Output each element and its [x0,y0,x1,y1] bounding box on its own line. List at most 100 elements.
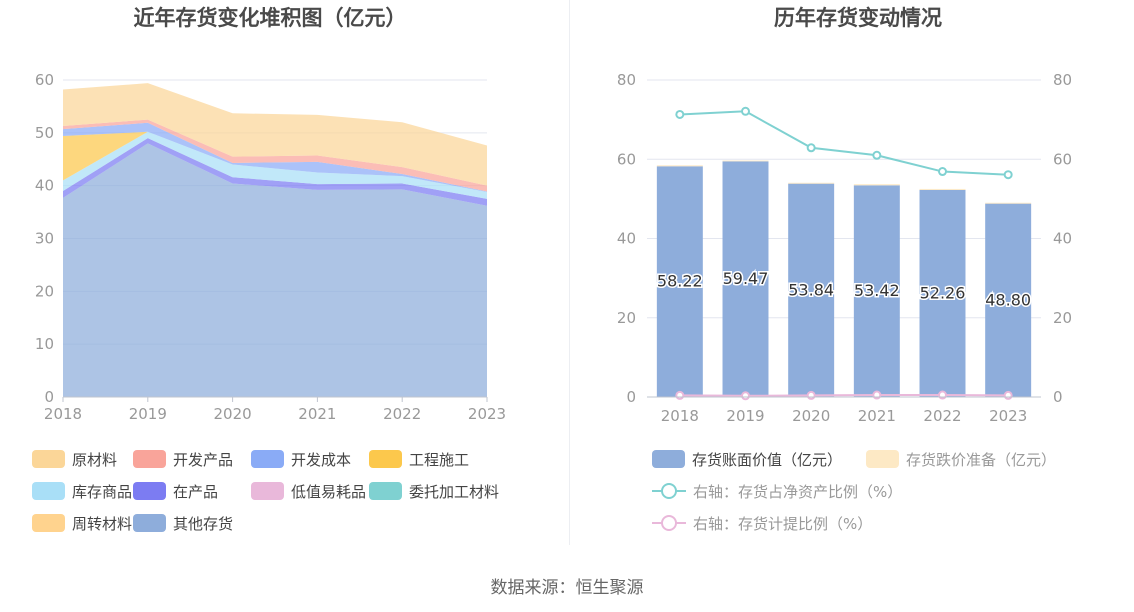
right-legend-label: 存货跌价准备（亿元） [906,451,1056,469]
left-y-tick: 40 [35,177,54,195]
line-point [806,390,816,400]
left-legend-label: 周转材料 [72,515,132,533]
bar-provision [722,160,769,162]
right-x-tick: 2020 [792,407,830,425]
area-库存商品 [63,131,487,199]
right-legend: 存货账面价值（亿元） 存货跌价准备（亿元）右轴：存货占净资产比例（%） 右轴：存货计… [652,450,1056,533]
left-x-tick: 2022 [383,405,421,423]
left-legend-swatch [32,482,65,500]
left-y-tick: 30 [35,230,54,248]
right-grid [647,79,1041,398]
bar-value-label: 59.47 [723,269,769,288]
data-source: 数据来源：恒生聚源 [490,578,644,598]
right-bar-labels: 58.22 59.47 53.84 53.42 52.26 48.80 [655,268,1032,311]
left-area-series [63,83,487,397]
left-y-tick: 10 [35,335,54,353]
area-原材料 [63,83,487,186]
bar-book-value [788,183,835,397]
left-legend-swatch [32,450,65,468]
bar-value-label: 58.22 [657,272,703,291]
area-在产品 [63,138,487,206]
right-y-tick-left: 20 [617,309,636,327]
left-legend-label: 委托加工材料 [409,483,499,501]
right-x-tick: 2018 [661,407,699,425]
right-y-tick-right: 60 [1053,150,1072,168]
line-point [1003,390,1013,400]
left-x-tick: 2018 [44,405,82,423]
right-legend-label: 右轴：存货占净资产比例（%） [693,483,902,501]
left-legend-swatch [133,450,166,468]
right-legend-swatch [652,450,685,468]
line-point [741,391,750,401]
panel-divider [569,0,570,545]
left-x-tick: 2021 [298,405,336,423]
bar-book-value [985,203,1032,397]
right-legend-label: 右轴：存货计提比例（%） [693,515,872,533]
left-legend-swatch [133,514,166,532]
line-point [938,167,947,177]
line-右轴：存货占净资产比例（%） [679,110,1009,176]
bar-book-value [656,166,703,397]
area-工程施工 [63,131,487,193]
line-point [806,143,816,153]
left-legend-label: 其他存货 [173,515,233,533]
right-y-tick-right: 40 [1053,230,1072,248]
left-legend-label: 库存商品 [72,483,132,501]
right-legend-marker [661,515,677,531]
left-legend-swatch [32,514,65,532]
line-右轴：存货计提比例（%） [679,394,1009,397]
right-x-tick: 2021 [858,407,896,425]
right-legend-label: 存货账面价值（亿元） [692,451,842,469]
left-x-tick: 2019 [129,405,167,423]
right-chart-title: 历年存货变动情况 [774,6,942,30]
bar-provision [985,202,1032,204]
right-y-tick-left: 80 [617,71,636,89]
left-legend-swatch [369,450,402,468]
bar-provision [788,182,835,184]
left-legend-label: 开发成本 [291,451,351,469]
right-y-tick-left: 0 [626,388,636,406]
right-y-tick-left: 40 [617,230,636,248]
right-x-tick: 2019 [726,407,764,425]
left-legend-swatch [251,482,284,500]
bar-provision [853,184,900,186]
left-legend-label: 开发产品 [173,451,233,469]
left-legend-swatch [369,482,402,500]
left-legend-label: 低值易耗品 [291,483,366,501]
right-bars [656,160,1032,397]
line-point [1003,170,1013,180]
right-legend-marker [661,483,677,499]
right-x-tick: 2023 [989,407,1027,425]
left-x-tick: 2020 [214,405,252,423]
left-axis: 0 10 20 30 40 50 60 2018 2019 2020 2021 2022 2023 [35,71,506,423]
right-legend-swatch [866,450,899,468]
left-legend-label: 在产品 [173,483,218,501]
left-legend-swatch [251,450,284,468]
right-y-tick-left: 60 [617,150,636,168]
line-point [872,150,882,160]
left-x-tick: 2023 [468,405,506,423]
right-x-tick: 2022 [923,407,961,425]
left-chart-title: 近年存货变化堆积图（亿元） [134,6,407,30]
bar-value-label: 52.26 [920,283,966,302]
bar-value-label: 53.84 [788,280,834,299]
left-y-tick: 50 [35,124,54,142]
area-其他存货 [63,143,487,397]
line-point [675,390,685,400]
left-y-tick: 20 [35,282,54,300]
line-point [675,109,685,119]
right-y-tick-right: 20 [1053,309,1072,327]
right-y-tick-right: 0 [1053,388,1063,406]
bar-book-value [919,189,966,397]
bar-value-label: 48.80 [985,290,1031,309]
left-y-tick: 60 [35,71,54,89]
left-legend-label: 原材料 [72,451,117,469]
bar-provision [919,188,966,190]
bar-provision [656,165,703,167]
line-point [741,106,750,116]
left-legend-label: 工程施工 [409,451,469,469]
bar-value-label: 53.42 [854,281,900,300]
left-y-tick: 0 [44,388,54,406]
